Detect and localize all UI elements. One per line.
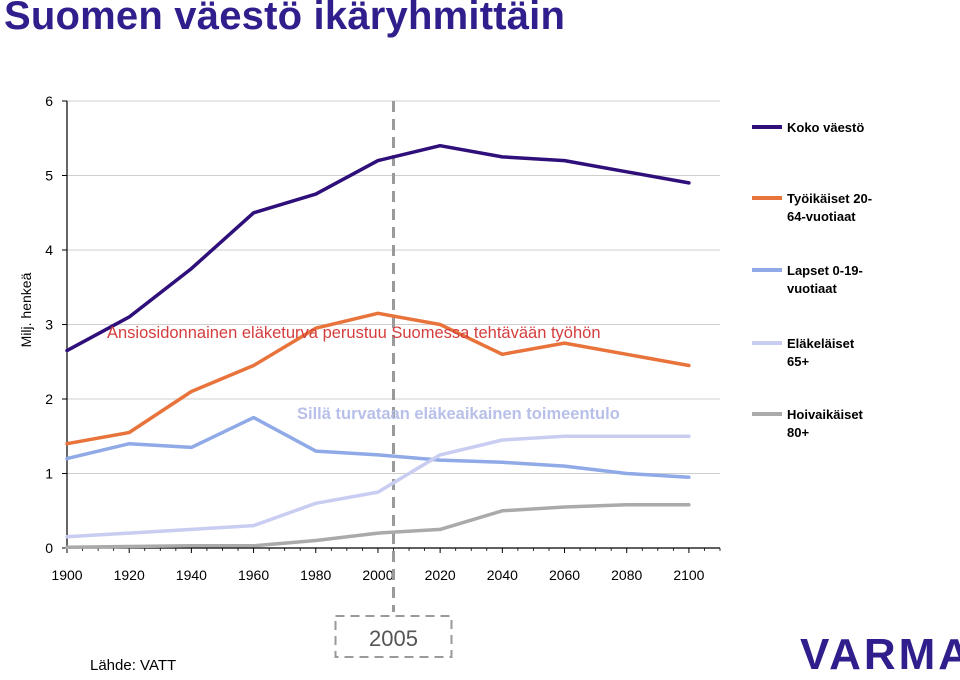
legend-label-3: Lapset 0-19- (787, 263, 863, 278)
x-tick-label: 1940 (176, 567, 207, 583)
x-tick-label: 2020 (425, 567, 456, 583)
x-tick-label: 2040 (487, 567, 518, 583)
x-tick-label: 2080 (611, 567, 642, 583)
x-tick-label: 1920 (114, 567, 145, 583)
x-tick-label: 1960 (238, 567, 269, 583)
y-axis-label: Milj. henkeä (18, 272, 34, 347)
legend-label-4: 65+ (787, 354, 809, 369)
legend-label-2: 64-vuotiaat (787, 209, 856, 224)
y-tick-label: 3 (45, 317, 53, 333)
y-tick-label: 1 (45, 466, 53, 482)
y-tick-label: 6 (45, 93, 53, 109)
x-tick-label: 2060 (549, 567, 580, 583)
year-marker: 2005 (334, 101, 453, 658)
legend-label-4: Eläkeläiset (787, 336, 855, 351)
x-tick-label: 2000 (362, 567, 393, 583)
page-title: Suomen väestö ikäryhmittäin (4, 0, 566, 38)
series-line-2 (65, 311, 691, 446)
y-tick-label: 4 (45, 242, 53, 258)
chart-annotations: Ansiosidonnainen eläketurva perustuu Suo… (107, 324, 620, 423)
annotation-2: Sillä turvataan eläkeaikainen toimeentul… (297, 405, 620, 423)
y-tick-label: 2 (45, 391, 53, 407)
y-tick-label: 5 (45, 168, 53, 184)
marker-label: 2005 (369, 626, 418, 651)
axes (62, 100, 721, 553)
legend: Koko väestö Työikäiset 20- 64-vuotiaat Laps… (752, 120, 872, 440)
x-tick-label: 1980 (300, 567, 331, 583)
series-line-5 (65, 503, 691, 550)
legend-label-5: Hoivaikäiset (787, 407, 864, 422)
source-note: Lähde: VATT (90, 657, 177, 674)
marker-label-box (334, 615, 453, 658)
legend-label-1: Koko väestö (787, 120, 864, 135)
annotation-1: Ansiosidonnainen eläketurva perustuu Suo… (107, 324, 601, 342)
legend-label-2: Työikäiset 20- (787, 191, 872, 206)
series-line-4 (65, 434, 691, 539)
x-tick-labels: 1900 1920 1940 1960 1980 2000 2020 2040 2060 2080… (51, 567, 704, 583)
series-lines (65, 143, 691, 550)
y-tick-label: 0 (45, 540, 53, 556)
y-tick-labels: 0 1 2 3 4 5 6 (45, 93, 53, 556)
legend-label-3: vuotiaat (787, 281, 838, 296)
x-tick-label: 2100 (673, 567, 704, 583)
x-tick-label: 1900 (51, 567, 82, 583)
varma-logo: VARMA (800, 630, 960, 679)
series-line-1 (65, 143, 691, 353)
legend-label-5: 80+ (787, 425, 809, 440)
series-line-3 (65, 415, 691, 479)
